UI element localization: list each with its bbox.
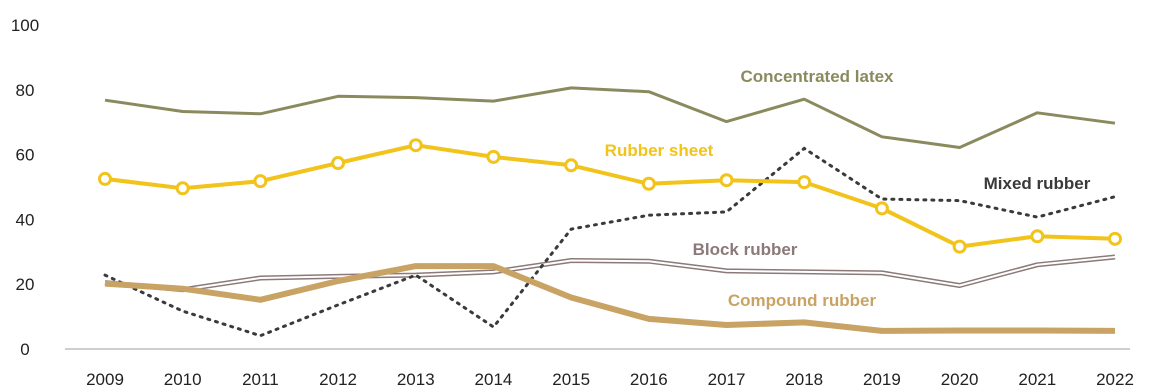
rubber-sheet-line (104, 143, 1116, 249)
y-tick-label: 80 (16, 81, 35, 100)
x-tick-label: 2022 (1096, 370, 1134, 389)
concentrated-latex-label: Concentrated latex (740, 67, 894, 86)
y-tick-label: 0 (20, 340, 29, 359)
x-tick-label: 2010 (164, 370, 202, 389)
rubber-sheet-marker (175, 181, 190, 196)
rubber-sheet-marker (1108, 231, 1122, 246)
rubber-sheet-marker (564, 158, 579, 173)
x-tick-label: 2014 (475, 370, 513, 389)
rubber-sheet-marker (408, 138, 423, 153)
x-tick-label: 2016 (630, 370, 668, 389)
rubber-sheet-marker (797, 175, 812, 190)
rubber-sheet-marker (641, 176, 656, 191)
concentrated-latex-line (104, 86, 1116, 149)
x-tick-label: 2018 (785, 370, 823, 389)
compound-rubber-line (104, 263, 1116, 334)
rubber-sheet-marker (1030, 229, 1045, 244)
y-tick-label: 20 (16, 275, 35, 294)
x-tick-label: 2020 (941, 370, 979, 389)
x-tick-label: 2011 (242, 370, 279, 389)
x-tick-label: 2017 (708, 370, 746, 389)
block-rubber-label: Block rubber (693, 240, 798, 259)
rubber-sheet-marker (331, 156, 346, 171)
rubber-sheet-label: Rubber sheet (605, 141, 714, 160)
y-tick-label: 100 (11, 16, 39, 35)
rubber-sheet-marker (952, 239, 967, 254)
mixed-rubber-label: Mixed rubber (984, 174, 1091, 193)
compound-rubber-label: Compound rubber (728, 291, 877, 310)
block-rubber-line-inner (104, 256, 1116, 291)
x-tick-label: 2012 (319, 370, 357, 389)
mixed-rubber-line (103, 146, 1117, 338)
x-tick-label: 2019 (863, 370, 901, 389)
series-layer (98, 86, 1122, 338)
rubber-sheet-marker (719, 173, 734, 188)
x-tick-label: 2021 (1018, 370, 1056, 389)
rubber-sheet-marker (874, 201, 889, 216)
rubber-sheet-marker (98, 171, 112, 186)
x-tick-label: 2013 (397, 370, 435, 389)
x-tick-label: 2015 (552, 370, 590, 389)
label-layer: Concentrated latex Rubber sheet Mixed rubb… (605, 67, 1091, 310)
rubber-sheet-marker (486, 149, 501, 164)
x-tick-label: 2009 (86, 370, 124, 389)
axis-layer: 0 20 40 60 80 100 2009 2010 2011 2012 2013 2014 2015… (11, 16, 1134, 389)
y-tick-label: 40 (16, 210, 35, 229)
rubber-sheet-marker (253, 174, 268, 189)
y-tick-label: 60 (16, 146, 35, 165)
